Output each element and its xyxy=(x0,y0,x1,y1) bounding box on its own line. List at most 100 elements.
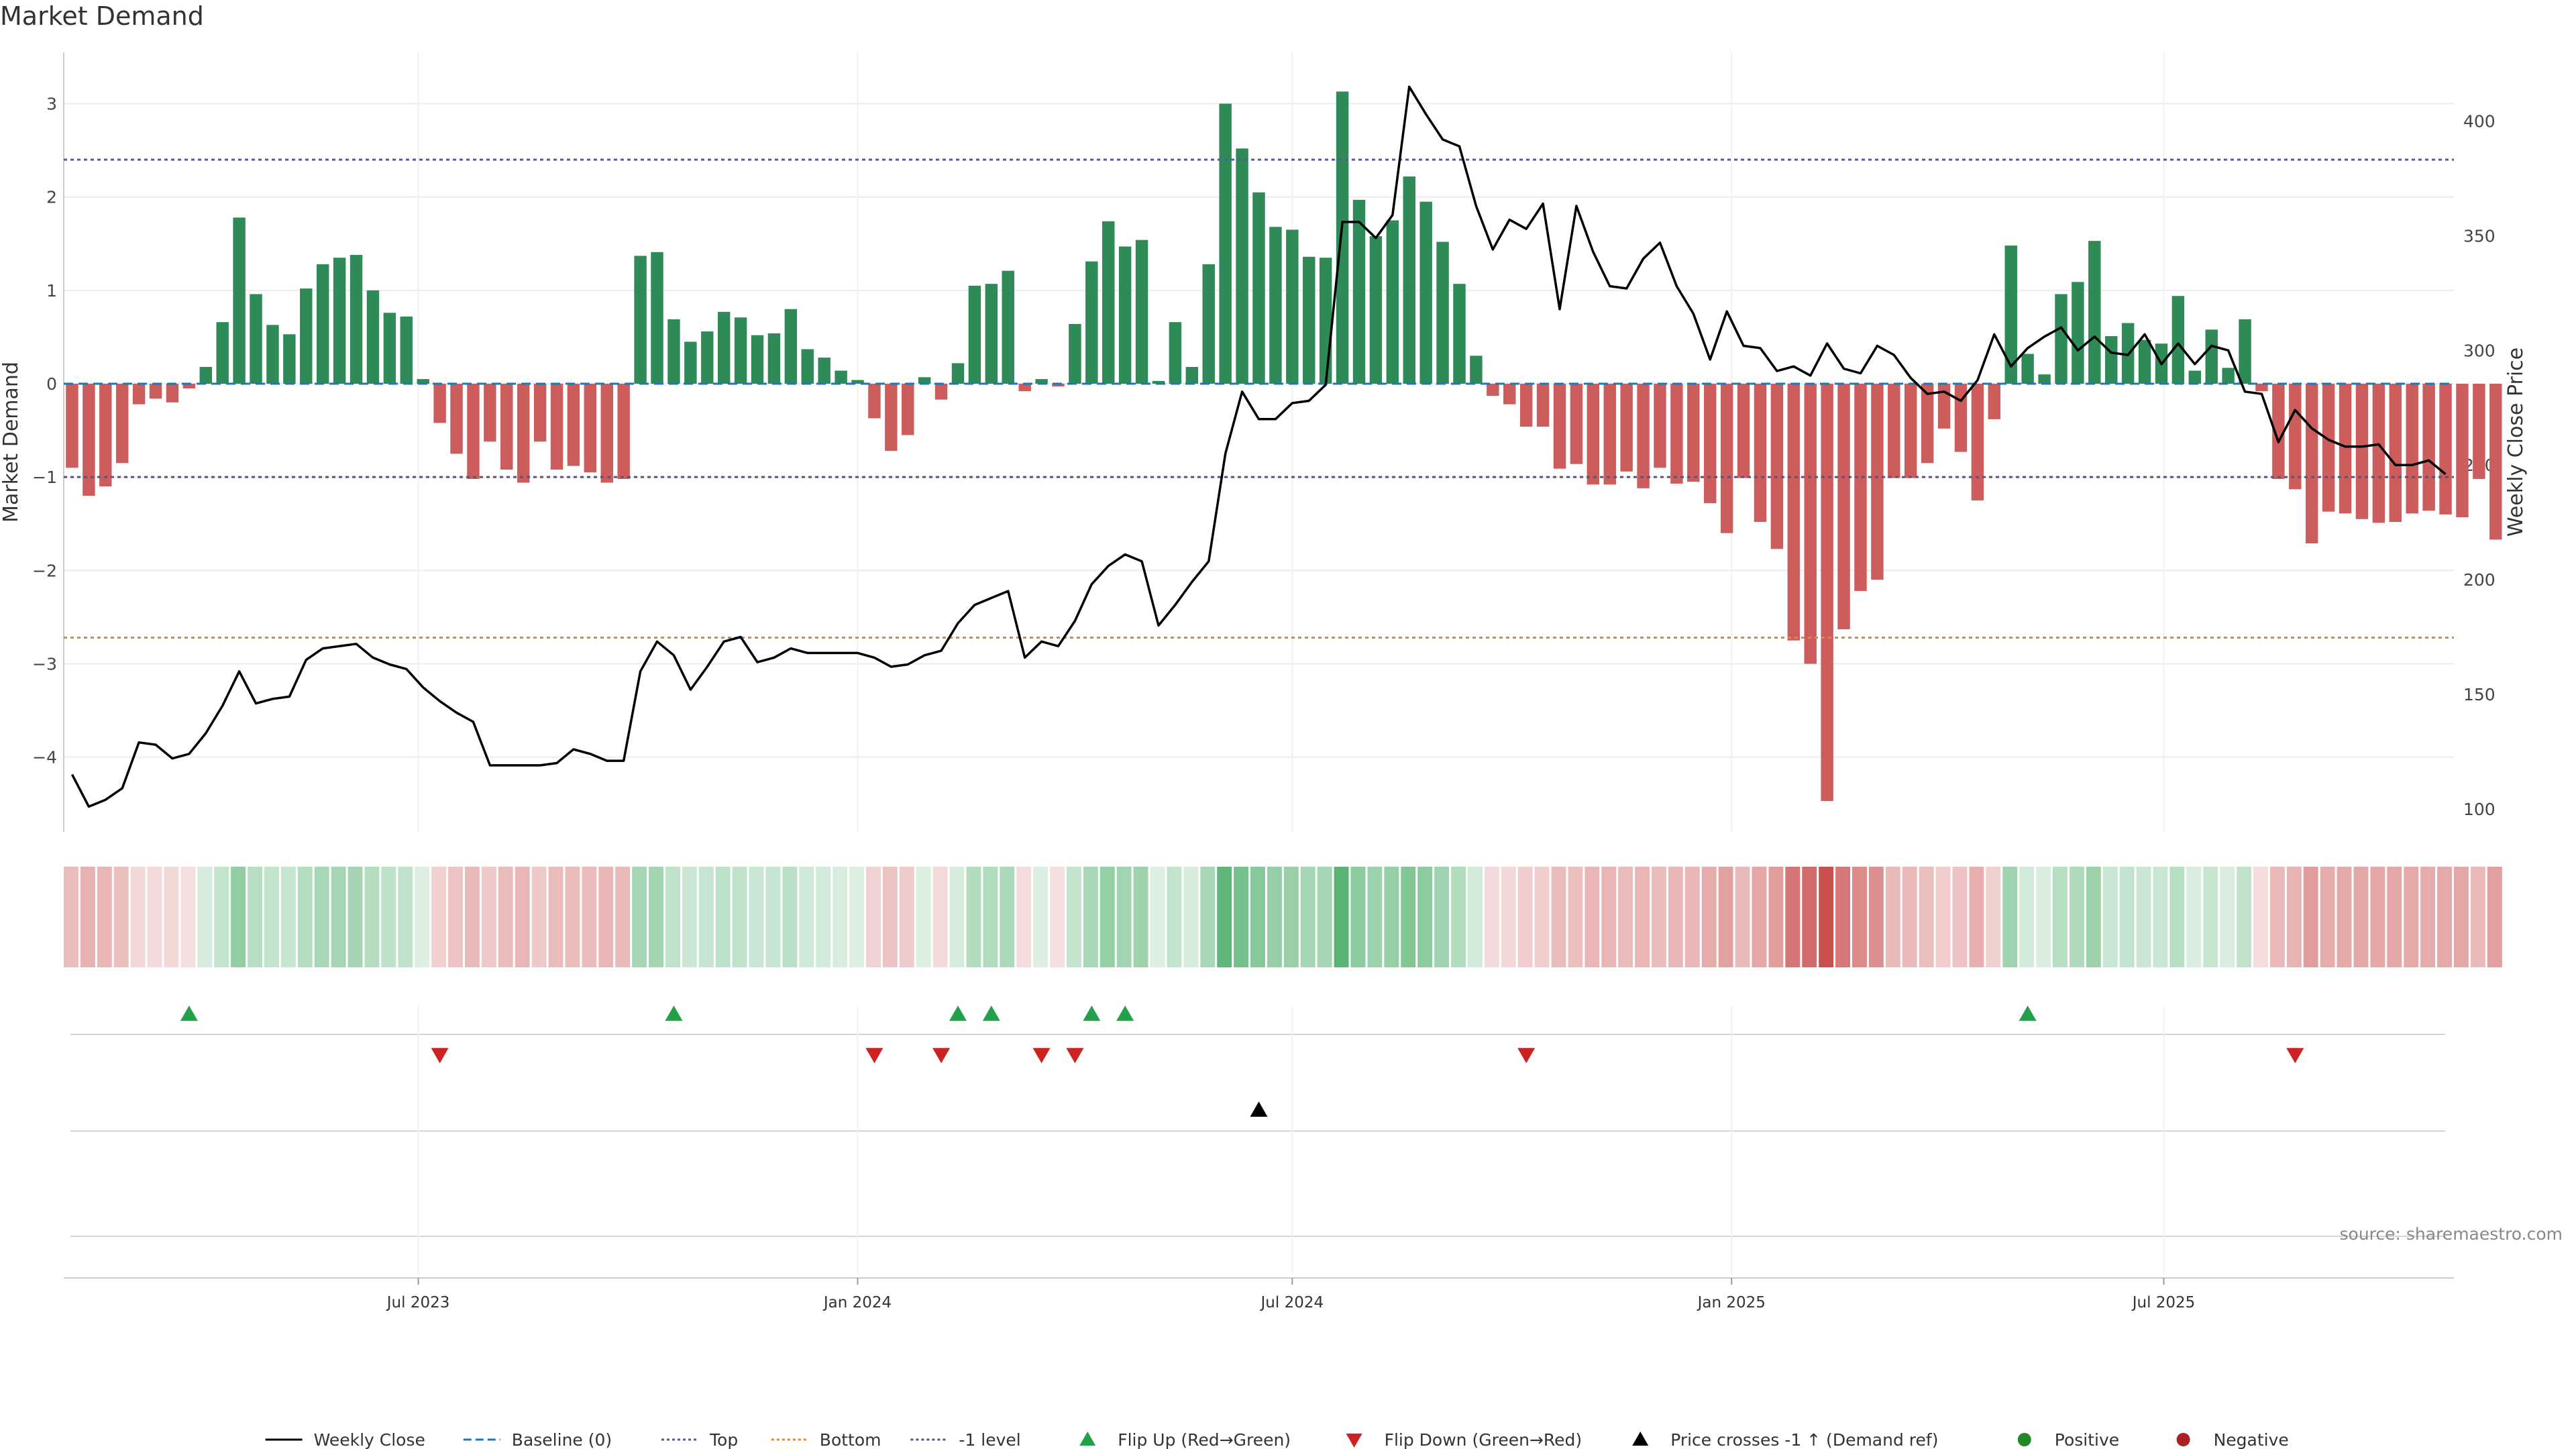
demand-bar xyxy=(1303,256,1316,384)
demand-bar xyxy=(2105,336,2118,384)
flip-down-marker xyxy=(2286,1048,2304,1063)
demand-bar xyxy=(2171,296,2185,384)
heat-cell xyxy=(1217,867,1232,967)
heat-cell xyxy=(2053,867,2068,967)
demand-bar xyxy=(1787,384,1801,641)
heat-cell xyxy=(347,867,363,967)
x-tick-label: Jul 2025 xyxy=(2131,1294,2196,1311)
legend-label: Price crosses -1 ↑ (Demand ref) xyxy=(1670,1430,1938,1449)
demand-bar xyxy=(2355,384,2369,519)
heat-cell xyxy=(1083,867,1098,967)
heat-cell xyxy=(1551,867,1566,967)
demand-bar xyxy=(1804,384,1817,664)
demand-bar xyxy=(1018,384,1031,392)
legend-label: Negative xyxy=(2214,1430,2289,1449)
demand-bar xyxy=(2004,246,2017,384)
demand-bar xyxy=(1971,384,1984,500)
demand-bar xyxy=(1954,384,1968,452)
heat-cell xyxy=(398,867,413,967)
heat-cell xyxy=(2286,867,2302,967)
demand-bar xyxy=(1988,384,2001,419)
heat-cell xyxy=(698,867,714,967)
demand-bar xyxy=(2072,282,2084,384)
x-tick-label: Jan 2024 xyxy=(822,1294,892,1311)
heat-cell xyxy=(2470,867,2485,967)
demand-bar xyxy=(1219,103,1232,384)
heat-cell xyxy=(1718,867,1733,967)
weekly-close-line xyxy=(70,85,2447,808)
heat-cell xyxy=(231,867,246,967)
heat-cell xyxy=(932,867,948,967)
heat-cell xyxy=(64,867,78,967)
legend-label: Flip Down (Green→Red) xyxy=(1385,1430,1582,1449)
demand-bar xyxy=(868,384,881,419)
heat-cell xyxy=(1986,867,2001,967)
heat-cell xyxy=(2387,867,2402,967)
chart-title: Market Demand xyxy=(0,1,204,31)
heat-cell xyxy=(732,867,747,967)
demand-bar xyxy=(233,217,246,384)
heat-cell xyxy=(130,867,146,967)
demand-bar xyxy=(1453,284,1466,384)
heat-cell xyxy=(364,867,380,967)
demand-bar xyxy=(2138,339,2151,384)
heat-cell xyxy=(1517,867,1533,967)
demand-bar xyxy=(1737,384,1750,478)
demand-bar xyxy=(1937,384,1951,429)
y-right-axis-label: Weekly Close Price xyxy=(2504,347,2528,537)
demand-bar xyxy=(1603,384,1616,485)
heat-cell xyxy=(1066,867,1081,967)
heat-cell xyxy=(1367,867,1383,967)
legend-label: Weekly Close xyxy=(314,1430,425,1449)
demand-bar xyxy=(316,264,329,384)
flip-down-marker xyxy=(1517,1048,1536,1063)
heat-cell xyxy=(248,867,263,967)
demand-bar xyxy=(2456,384,2469,518)
heat-cell xyxy=(1451,867,1466,967)
heat-cell xyxy=(582,867,597,967)
demand-bar xyxy=(951,363,965,384)
demand-bar xyxy=(1202,264,1215,384)
heat-cell xyxy=(1050,867,1065,967)
demand-bar xyxy=(1436,241,1449,384)
heat-cell xyxy=(464,867,480,967)
heat-cell xyxy=(682,867,697,967)
heat-cell xyxy=(882,867,898,967)
heat-cell xyxy=(2220,867,2235,967)
demand-bar xyxy=(2406,384,2418,514)
demand-bar xyxy=(567,384,580,466)
heat-cell xyxy=(180,867,196,967)
demand-bar xyxy=(684,341,697,384)
demand-bar xyxy=(1286,229,1299,384)
flip-down-marker xyxy=(932,1048,951,1063)
heat-cell xyxy=(598,867,614,967)
y-left-tick-label: −1 xyxy=(32,468,57,487)
heat-cell xyxy=(1250,867,1265,967)
heat-cell xyxy=(615,867,631,967)
y-left-tick-label: −4 xyxy=(32,748,57,767)
heat-cell xyxy=(197,867,213,967)
heat-cell xyxy=(2370,867,2385,967)
flip-up-marker xyxy=(1083,1006,1101,1021)
demand-bar xyxy=(801,349,814,384)
demand-bar xyxy=(1904,384,1917,478)
demand-bar xyxy=(1052,384,1065,387)
heat-cell xyxy=(264,867,279,967)
demand-bar xyxy=(2255,384,2268,392)
price-cross-marker xyxy=(1250,1102,1268,1117)
heat-cell xyxy=(2102,867,2118,967)
demand-bar xyxy=(550,384,564,470)
demand-bar xyxy=(300,288,313,384)
heat-cell xyxy=(1133,867,1148,967)
heat-cell xyxy=(1618,867,1633,967)
demand-bar xyxy=(2239,319,2251,384)
flip-down-marker xyxy=(865,1048,883,1063)
flip-up-marker xyxy=(1116,1006,1134,1021)
demand-bar xyxy=(1536,384,1550,427)
heat-cell xyxy=(983,867,998,967)
heat-cell xyxy=(1434,867,1450,967)
heat-cell xyxy=(415,867,430,967)
demand-bar xyxy=(1519,384,1533,427)
y-right-tick-label: 300 xyxy=(2463,341,2496,360)
demand-bar xyxy=(2422,384,2435,511)
